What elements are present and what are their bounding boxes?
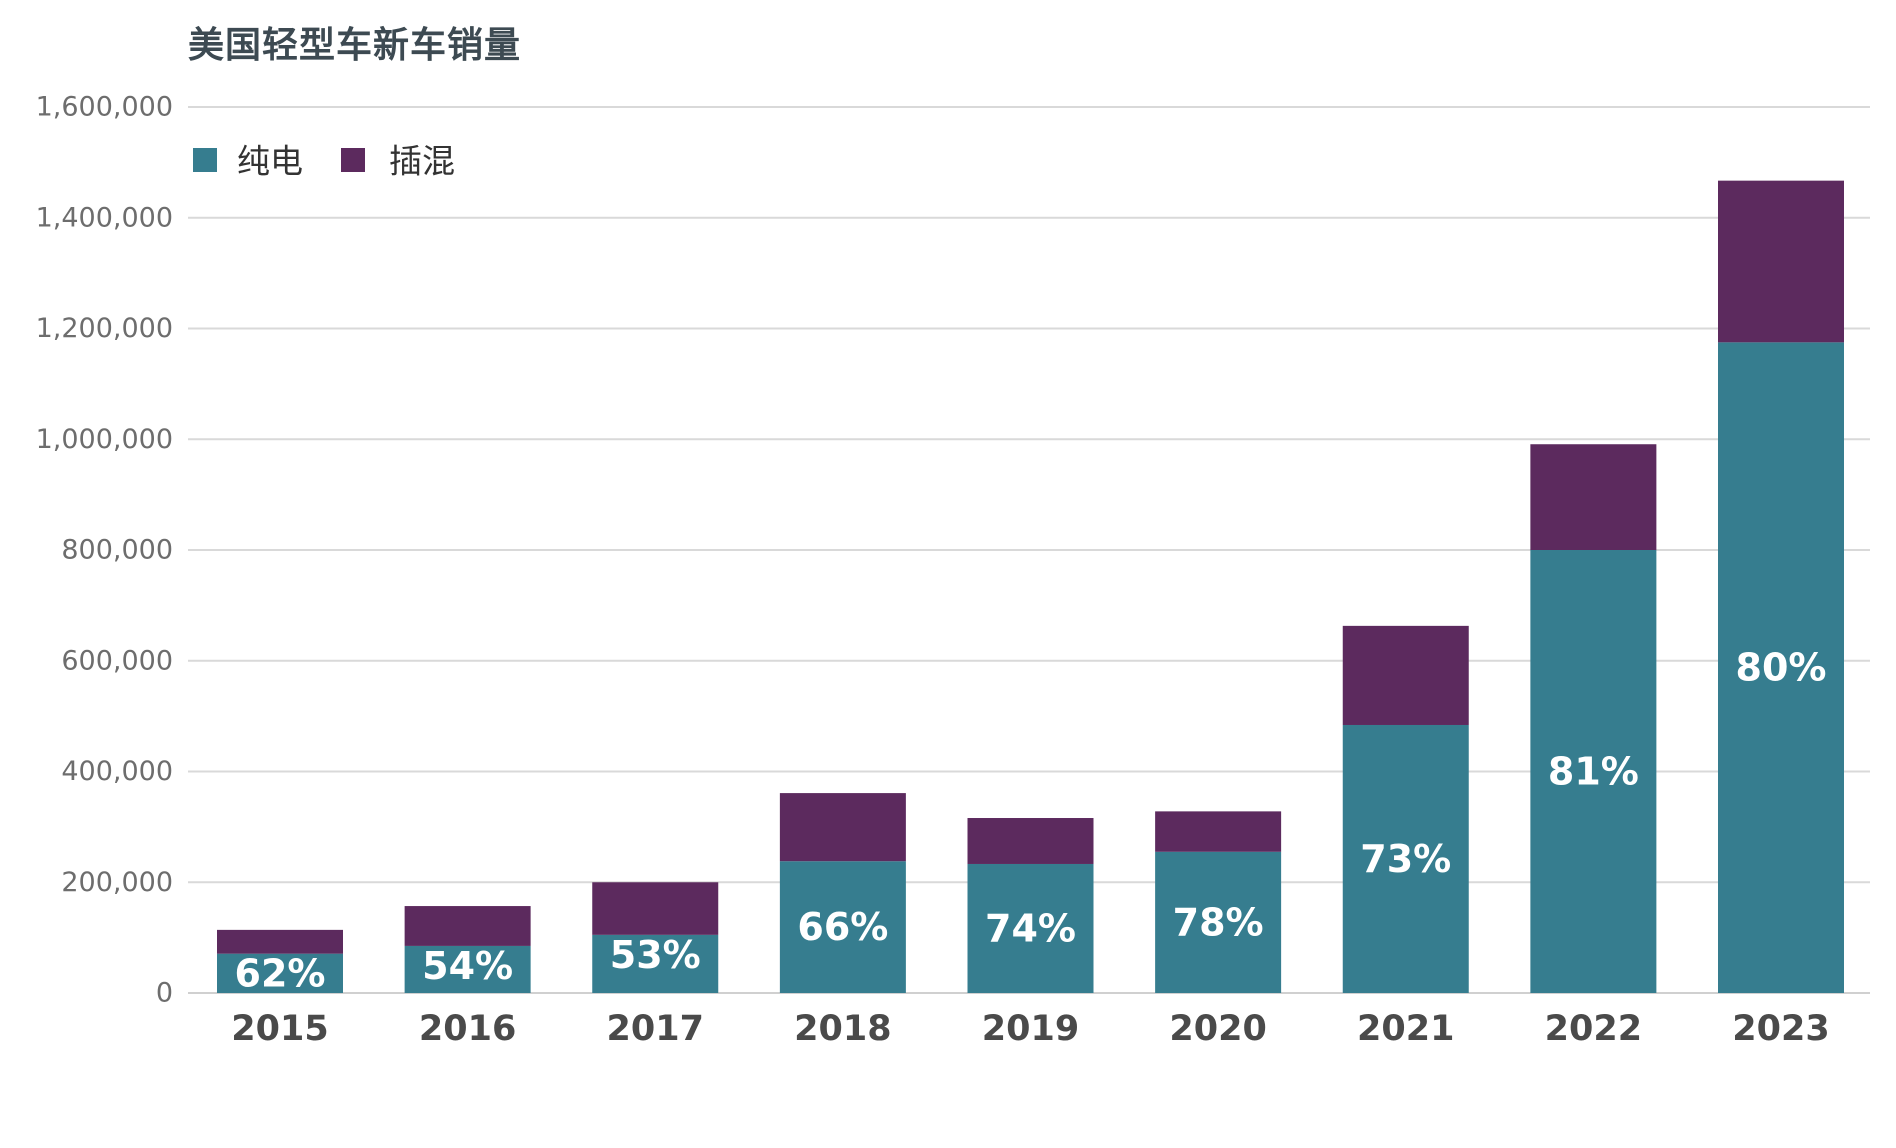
x-axis-ticks: 2015 2016 2017 2018 2019 2020 2021 2022 2023 xyxy=(231,1009,1829,1049)
data-label: 81% xyxy=(1548,750,1639,794)
bar-phev xyxy=(1342,625,1469,725)
bar-phev xyxy=(967,818,1094,864)
legend-swatch xyxy=(341,148,365,172)
bar-bev xyxy=(217,953,343,993)
x-tick-label: 2021 xyxy=(1357,1009,1454,1049)
data-label: 78% xyxy=(1173,900,1264,944)
bar-bev xyxy=(1718,342,1844,993)
x-tick-label: 2016 xyxy=(419,1009,516,1049)
bar-phev xyxy=(1530,444,1657,550)
data-label: 74% xyxy=(985,906,1076,950)
x-tick-label: 2022 xyxy=(1545,1009,1642,1049)
y-tick-label: 400,000 xyxy=(61,756,173,787)
data-label: 73% xyxy=(1360,837,1451,881)
y-tick-label: 1,000,000 xyxy=(36,424,173,455)
legend-label: 插混 xyxy=(389,142,455,181)
bar-bev xyxy=(1530,550,1657,993)
legend-label: 纯电 xyxy=(237,142,303,181)
data-labels: 62% 54% 53% 66% 74% 78% 73% 81% 80% xyxy=(235,646,1827,996)
y-axis-ticks: 0 200,000 400,000 600,000 800,000 1,000,000 1,… xyxy=(36,92,173,1009)
bar-bev xyxy=(1155,851,1282,993)
y-tick-label: 1,400,000 xyxy=(36,202,173,233)
bar-phev xyxy=(404,906,531,946)
x-tick-label: 2017 xyxy=(607,1009,704,1049)
data-label: 66% xyxy=(797,905,888,949)
x-tick-label: 2023 xyxy=(1732,1009,1829,1049)
x-tick-label: 2019 xyxy=(982,1009,1079,1049)
legend-swatch xyxy=(193,148,217,172)
x-tick-label: 2020 xyxy=(1169,1009,1266,1049)
bar-bev xyxy=(592,934,719,993)
bar-phev xyxy=(779,793,906,862)
chart-title: 美国轻型车新车销量 xyxy=(188,25,522,66)
y-tick-label: 1,200,000 xyxy=(36,313,173,344)
y-tick-label: 600,000 xyxy=(61,645,173,676)
data-label: 53% xyxy=(610,933,701,977)
bar-bev xyxy=(404,945,531,993)
data-label: 80% xyxy=(1736,646,1827,690)
bar-bev xyxy=(967,863,1094,993)
x-tick-label: 2015 xyxy=(231,1009,328,1049)
data-label: 54% xyxy=(422,944,513,988)
bars xyxy=(217,180,1844,993)
x-tick-label: 2018 xyxy=(794,1009,891,1049)
data-label: 62% xyxy=(235,952,326,996)
bar-phev xyxy=(1718,180,1844,343)
y-tick-label: 0 xyxy=(156,978,173,1009)
bar-phev xyxy=(592,882,719,935)
y-tick-label: 1,600,000 xyxy=(36,92,173,123)
bar-bev xyxy=(779,861,906,993)
bar-phev xyxy=(217,929,343,954)
legend: 纯电 插混 xyxy=(193,142,455,181)
y-tick-label: 200,000 xyxy=(61,867,173,898)
bar-phev xyxy=(1155,811,1282,852)
y-tick-label: 800,000 xyxy=(61,535,173,566)
bar-bev xyxy=(1342,724,1469,993)
